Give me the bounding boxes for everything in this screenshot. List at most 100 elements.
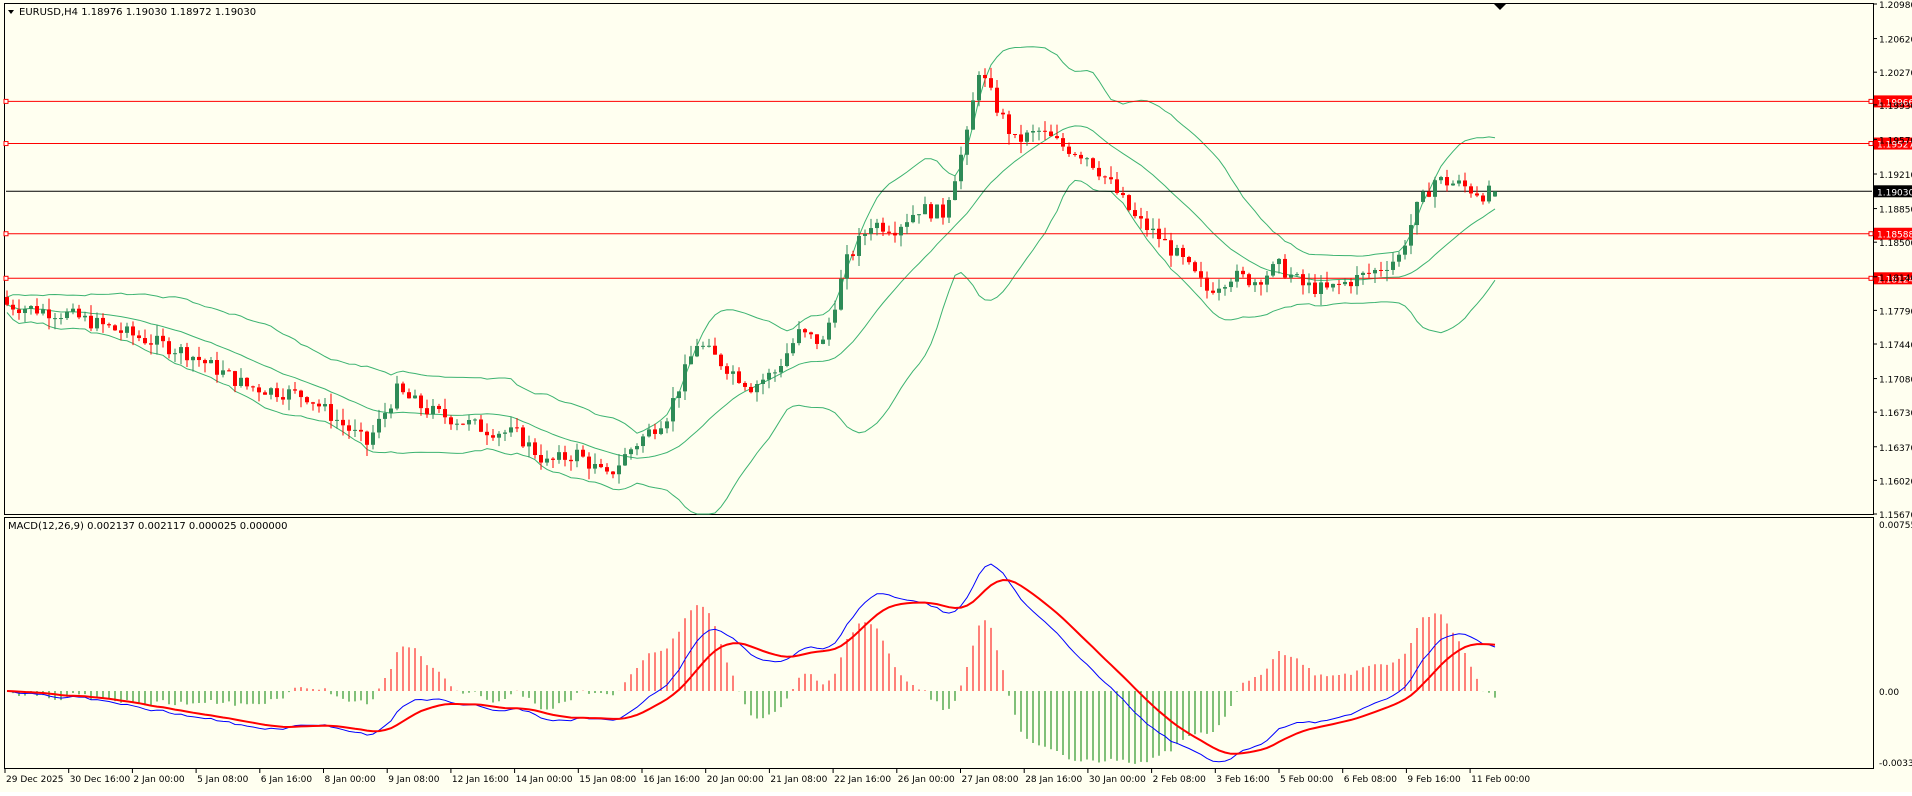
candle <box>587 452 591 480</box>
candle-body <box>659 428 663 434</box>
level-handle-left[interactable] <box>3 231 9 237</box>
candle <box>401 381 405 395</box>
candle <box>1301 269 1305 295</box>
candle-body <box>821 339 825 344</box>
candle-body <box>1331 283 1335 288</box>
candle-body <box>515 427 519 429</box>
level-line[interactable]: 1.19527 <box>3 137 1912 151</box>
candle <box>941 197 945 225</box>
candle <box>737 367 741 384</box>
time-tick-label: 3 Feb 16:00 <box>1216 775 1270 785</box>
candle <box>953 175 957 201</box>
candle-body <box>239 377 243 386</box>
candle <box>803 327 807 338</box>
level-price-label: 1.19527 <box>1877 141 1912 151</box>
candle-body <box>137 335 141 339</box>
candle-body <box>1247 274 1251 286</box>
candle <box>95 312 99 332</box>
price-tick-label: 1.20980 <box>1879 1 1912 11</box>
candle <box>839 269 843 311</box>
candle-body <box>851 254 855 256</box>
time-tick-label: 2 Jan 00:00 <box>133 775 185 785</box>
candle-body <box>389 408 393 414</box>
horizontal-levels[interactable]: 1.19966 1.19527 1.18588 1.18124 1.19030 <box>3 95 1912 285</box>
candle <box>473 418 477 425</box>
candle <box>707 338 711 348</box>
candle-body <box>101 317 105 325</box>
chart-shift-icon[interactable] <box>1494 4 1506 10</box>
candle-body <box>647 429 651 437</box>
candle-body <box>1133 210 1137 217</box>
time-tick-label: 27 Jan 08:00 <box>962 775 1019 785</box>
candle <box>1097 161 1101 181</box>
candle-body <box>407 392 411 399</box>
candle-body <box>683 364 687 392</box>
candle <box>185 342 189 367</box>
level-handle-right[interactable] <box>1868 141 1874 147</box>
candle <box>317 399 321 413</box>
candle <box>71 303 75 315</box>
candle <box>383 402 387 428</box>
candle <box>995 79 999 117</box>
level-line[interactable]: 1.18588 <box>3 227 1912 241</box>
level-price-label: 1.18124 <box>1877 275 1912 285</box>
candle-body <box>635 446 639 450</box>
candle <box>329 393 333 429</box>
symbol-menu-icon[interactable] <box>8 10 14 14</box>
candle-body <box>773 372 777 374</box>
time-tick-label: 22 Jan 16:00 <box>834 775 891 785</box>
candle-body <box>443 409 447 418</box>
candle-body <box>1337 283 1341 285</box>
candle <box>1235 264 1239 288</box>
macd-pane[interactable] <box>4 517 1874 769</box>
level-handle-right[interactable] <box>1868 98 1874 104</box>
time-tick-label: 15 Jan 08:00 <box>579 775 636 785</box>
candle <box>1241 266 1245 278</box>
candle-body <box>1211 290 1215 293</box>
candle-body <box>107 324 111 326</box>
candle <box>41 303 45 316</box>
candle-body <box>695 345 699 357</box>
candle <box>827 317 831 346</box>
candle-body <box>209 360 213 364</box>
candle-body <box>1481 195 1485 202</box>
candle-body <box>263 392 267 395</box>
candle <box>275 382 279 402</box>
candle <box>1217 279 1221 301</box>
candle <box>1109 166 1113 184</box>
candle <box>959 146 963 190</box>
level-handle-left[interactable] <box>3 275 9 281</box>
candle-body <box>1367 272 1371 274</box>
level-handle-left[interactable] <box>3 98 9 104</box>
candle-body <box>845 254 849 279</box>
level-line[interactable]: 1.18124 <box>3 272 1912 285</box>
candle <box>701 341 705 350</box>
candle-body <box>557 452 561 460</box>
candle-body <box>551 458 555 460</box>
level-handle-right[interactable] <box>1868 275 1874 281</box>
candle-body <box>1343 281 1347 285</box>
candle-body <box>1175 247 1179 256</box>
candle-body <box>1145 218 1149 231</box>
price-pane[interactable] <box>4 3 1874 515</box>
level-handle-right[interactable] <box>1868 231 1874 237</box>
candle-body <box>671 398 675 422</box>
candle <box>497 431 501 447</box>
candle <box>1265 270 1269 293</box>
candle-body <box>491 435 495 438</box>
candle-body <box>125 326 129 333</box>
candle <box>113 324 117 331</box>
candle-body <box>707 345 711 347</box>
candle-body <box>179 347 183 354</box>
candle <box>629 447 633 460</box>
time-tick-label: 21 Jan 08:00 <box>770 775 827 785</box>
candle-body <box>1037 130 1041 132</box>
candle <box>623 447 627 467</box>
level-handle-left[interactable] <box>3 141 9 147</box>
candle <box>1139 207 1143 229</box>
candle-body <box>689 356 693 365</box>
time-tick-label: 5 Feb 00:00 <box>1280 775 1334 785</box>
candle-body <box>827 322 831 340</box>
level-line[interactable]: 1.19966 <box>3 95 1912 108</box>
